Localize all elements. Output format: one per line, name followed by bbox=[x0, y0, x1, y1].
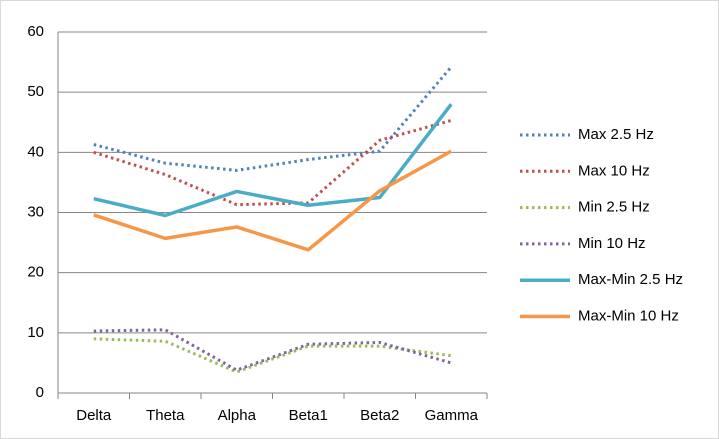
y-tick-label: 20 bbox=[27, 264, 44, 281]
y-tick-label: 40 bbox=[27, 143, 44, 160]
series-line bbox=[93, 328, 452, 372]
legend-label: Max 2.5 Hz bbox=[578, 126, 654, 143]
legend-label: Max-Min 2.5 Hz bbox=[578, 271, 683, 288]
series-line bbox=[93, 118, 452, 207]
series-line bbox=[93, 149, 453, 252]
series-line bbox=[93, 103, 453, 218]
x-tick-label: Beta1 bbox=[289, 407, 328, 424]
x-tick-label: Alpha bbox=[218, 407, 257, 424]
x-tick-label: Theta bbox=[146, 407, 185, 424]
y-tick-label: 50 bbox=[27, 83, 44, 100]
legend-label: Max-Min 10 Hz bbox=[578, 307, 679, 324]
y-tick-label: 60 bbox=[27, 23, 44, 40]
legend-label: Min 10 Hz bbox=[578, 235, 646, 252]
y-tick-label: 10 bbox=[27, 324, 44, 341]
x-tick-label: Beta2 bbox=[360, 407, 399, 424]
x-tick-label: Gamma bbox=[425, 407, 479, 424]
series-line bbox=[93, 337, 452, 374]
x-tick-label: Delta bbox=[76, 407, 112, 424]
legend-label: Max 10 Hz bbox=[578, 162, 650, 179]
y-tick-label: 30 bbox=[27, 203, 44, 220]
legend-label: Min 2.5 Hz bbox=[578, 199, 650, 216]
y-tick-label: 0 bbox=[36, 384, 44, 401]
